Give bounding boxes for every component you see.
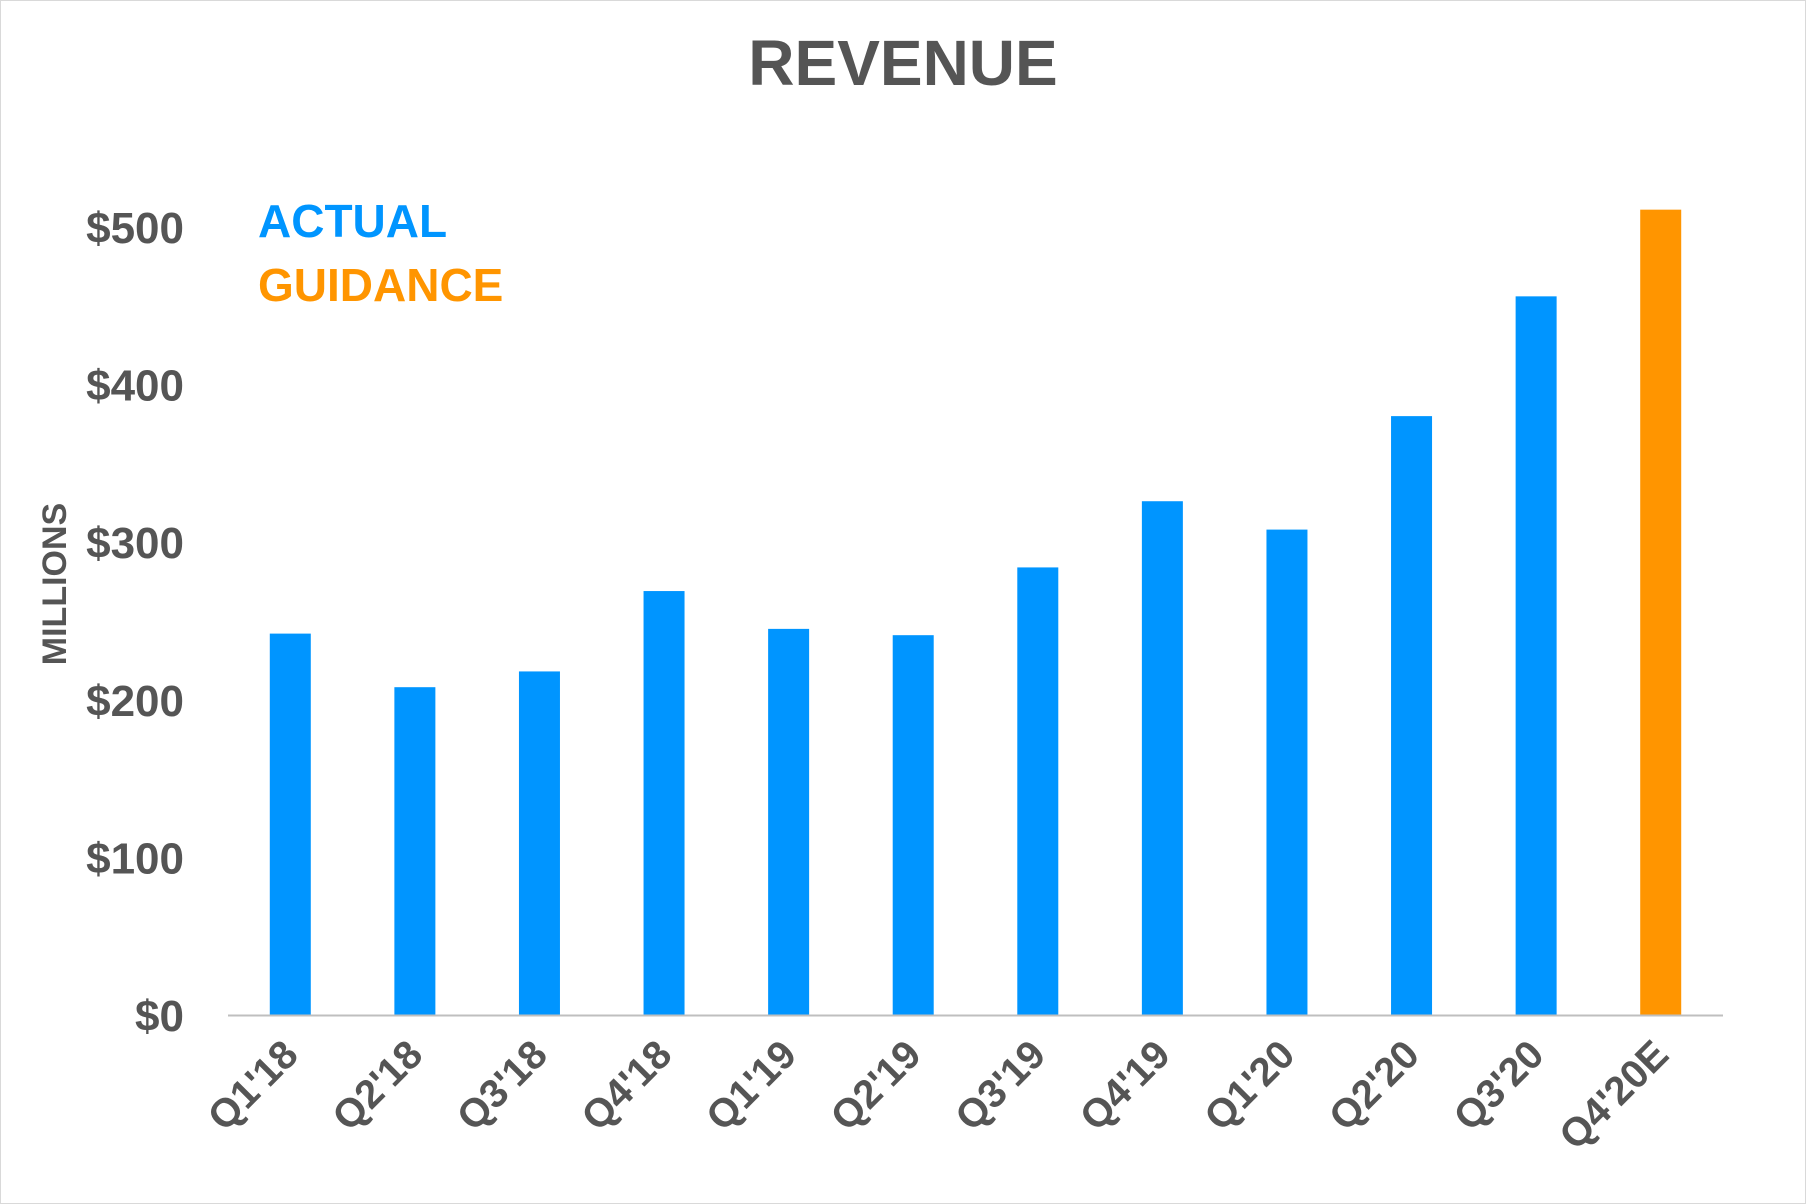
bar-actual — [892, 635, 934, 1015]
bar-guidance — [1640, 209, 1682, 1015]
bar-actual — [768, 628, 810, 1015]
y-axis-label: MILLIONS — [36, 503, 74, 665]
y-tick-label: $200 — [86, 677, 184, 726]
bar-actual — [394, 687, 436, 1015]
y-tick-label: $0 — [135, 992, 184, 1041]
bar-actual — [1391, 416, 1433, 1015]
x-tick-label: Q2'18 — [324, 1032, 431, 1139]
x-tick-label: Q4'20E — [1551, 1032, 1677, 1158]
y-tick-label: $400 — [86, 362, 184, 411]
y-tick-label: $500 — [86, 204, 184, 253]
x-tick-label: Q4'18 — [573, 1032, 680, 1139]
bars-group — [269, 209, 1682, 1015]
bar-actual — [643, 591, 685, 1015]
bar-actual — [269, 633, 311, 1015]
x-axis-ticks: Q1'18 Q2'18 Q3'18 Q4'18 Q1'19 Q2'19 Q3'19 Q4'19… — [200, 1032, 1677, 1158]
x-tick-label: Q1'20 — [1196, 1032, 1303, 1139]
x-tick-label: Q3'19 — [947, 1032, 1054, 1139]
y-tick-label: $300 — [86, 519, 184, 568]
x-tick-label: Q3'20 — [1445, 1032, 1552, 1139]
bar-actual — [518, 671, 560, 1015]
bar-actual — [1141, 501, 1183, 1015]
x-tick-label: Q1'18 — [200, 1032, 307, 1139]
bar-actual — [1017, 567, 1059, 1015]
x-tick-label: Q2'19 — [823, 1032, 930, 1139]
legend-actual: ACTUAL — [258, 195, 447, 247]
x-tick-label: Q2'20 — [1321, 1032, 1428, 1139]
y-axis-ticks: $0 $100 $200 $300 $400 $500 — [86, 204, 184, 1041]
chart-title: REVENUE — [748, 27, 1057, 99]
y-tick-label: $100 — [86, 834, 184, 883]
legend-guidance: GUIDANCE — [258, 259, 503, 311]
x-tick-label: Q1'19 — [698, 1032, 805, 1139]
x-tick-label: Q4'19 — [1072, 1032, 1179, 1139]
x-tick-label: Q3'18 — [449, 1032, 556, 1139]
bar-actual — [1515, 296, 1557, 1015]
bar-actual — [1266, 529, 1308, 1015]
